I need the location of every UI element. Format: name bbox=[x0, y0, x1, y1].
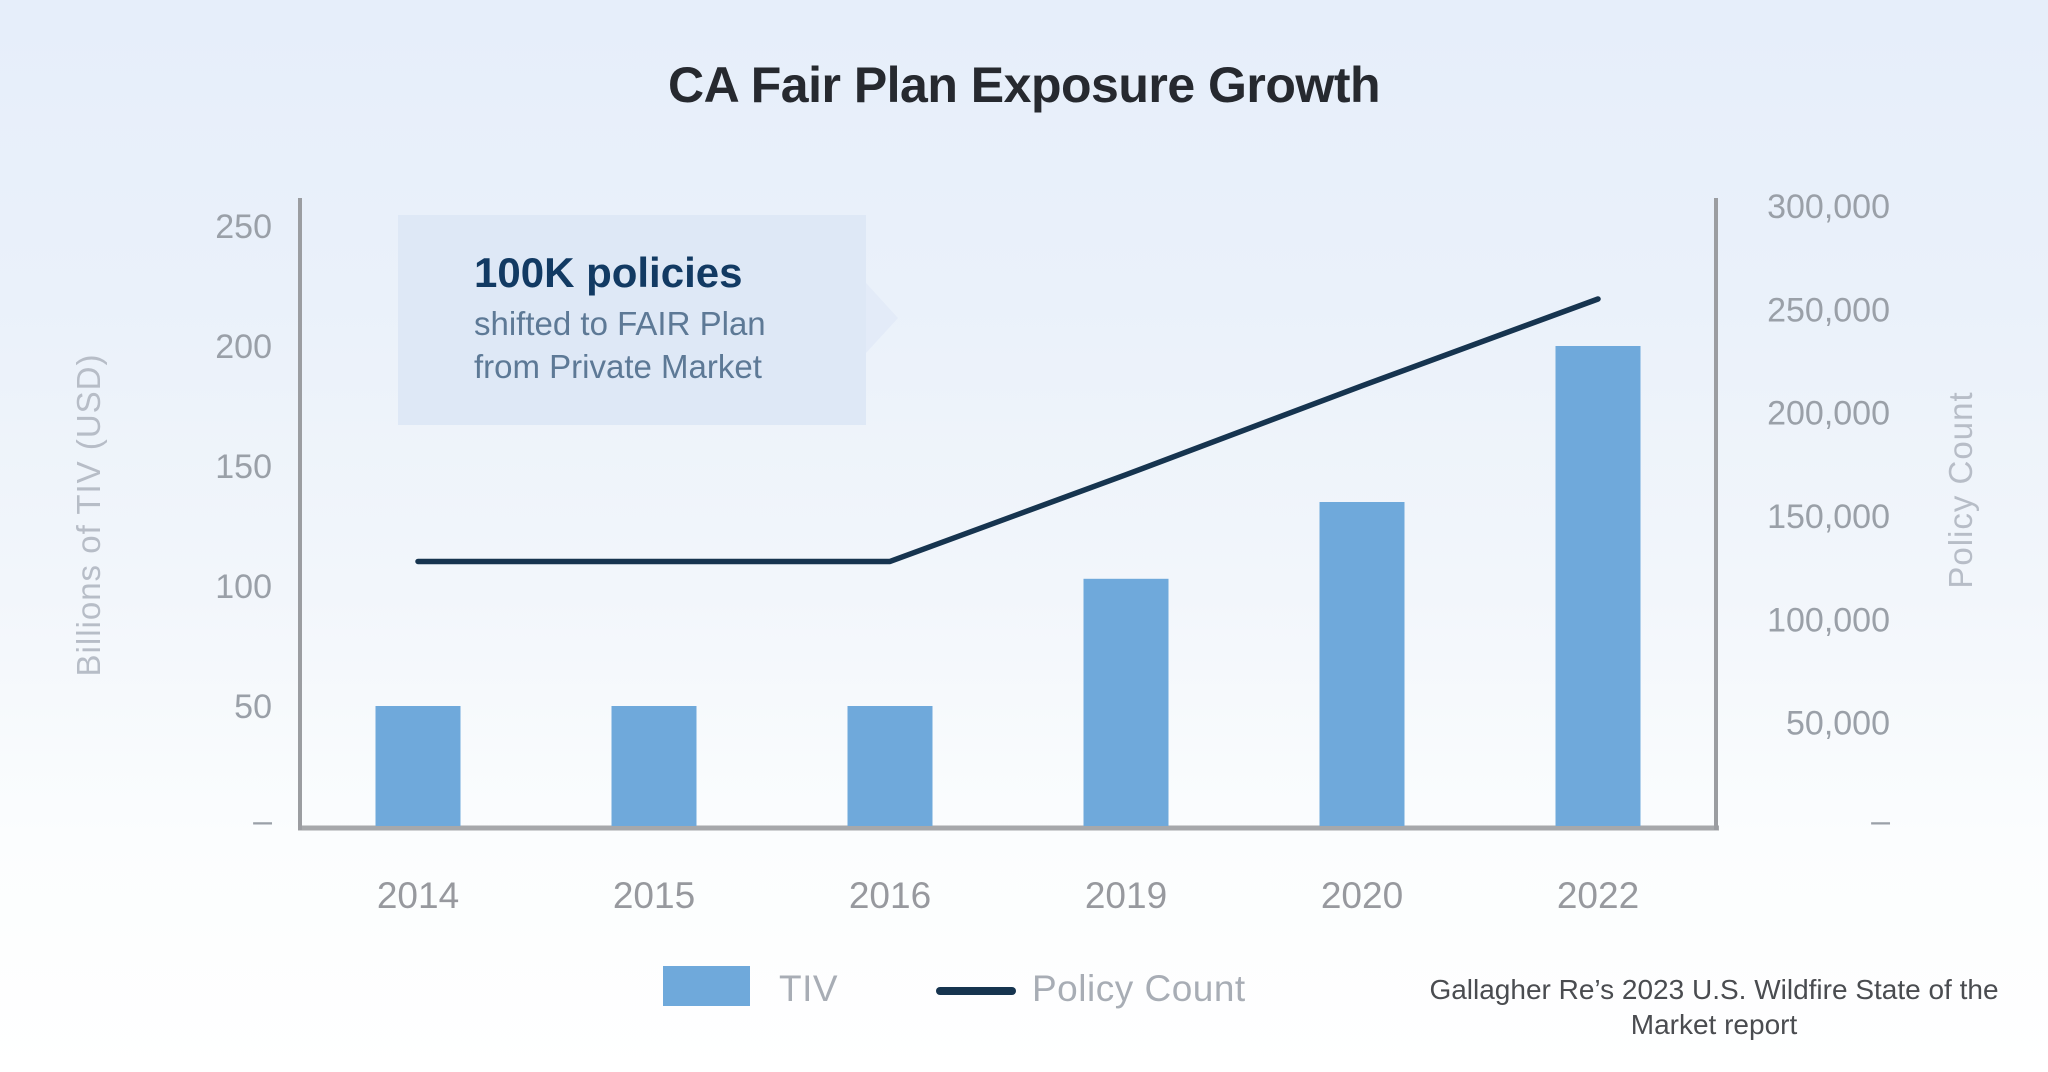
x-axis-label-2015: 2015 bbox=[613, 875, 695, 916]
legend-bar-swatch-icon bbox=[663, 966, 750, 1006]
left-axis-title: Billions of TIV (USD) bbox=[70, 354, 107, 677]
legend-label-policy-count: Policy Count bbox=[1032, 968, 1246, 1009]
bar-2019 bbox=[1083, 578, 1169, 826]
x-axis-label-2014: 2014 bbox=[377, 875, 459, 916]
x-axis-label-2022: 2022 bbox=[1557, 875, 1639, 916]
x-axis-label-2020: 2020 bbox=[1321, 875, 1403, 916]
callout-arrow-icon bbox=[866, 283, 898, 353]
callout-body-line2: from Private Market bbox=[474, 348, 762, 386]
left-axis-tick-50: 50 bbox=[234, 688, 272, 726]
callout-box: 100K policies shifted to FAIR Plan from … bbox=[398, 215, 866, 425]
left-axis-tick-250: 250 bbox=[215, 208, 272, 246]
callout-body-line1: shifted to FAIR Plan bbox=[474, 305, 766, 343]
right-axis-tick-zero: – bbox=[1871, 802, 1890, 840]
left-axis-tick-150: 150 bbox=[215, 448, 272, 486]
left-axis-tick-200: 200 bbox=[215, 328, 272, 366]
left-axis-tick-zero: – bbox=[253, 802, 272, 840]
right-axis-tick-300000: 300,000 bbox=[1767, 188, 1890, 226]
chart-title: CA Fair Plan Exposure Growth bbox=[667, 57, 1381, 113]
right-axis-tick-150000: 150,000 bbox=[1767, 498, 1890, 536]
legend-line-swatch-icon bbox=[936, 987, 1016, 995]
right-axis-title: Policy Count bbox=[1942, 391, 1979, 588]
source-attribution: Gallagher Re’s 2023 U.S. Wildfire State … bbox=[1386, 972, 2042, 1042]
left-axis-tick-100: 100 bbox=[215, 568, 272, 606]
callout-body: shifted to FAIR Plan from Private Market bbox=[474, 303, 866, 389]
callout-headline: 100K policies bbox=[474, 249, 743, 296]
right-axis-tick-250000: 250,000 bbox=[1767, 291, 1890, 329]
bar-2015 bbox=[611, 706, 697, 826]
bar-2020 bbox=[1319, 502, 1405, 826]
x-axis-label-2019: 2019 bbox=[1085, 875, 1167, 916]
right-axis-tick-50000: 50,000 bbox=[1786, 705, 1890, 743]
legend-label-tiv: TIV bbox=[779, 968, 839, 1009]
x-axis-label-2016: 2016 bbox=[849, 875, 931, 916]
right-axis-tick-200000: 200,000 bbox=[1767, 395, 1890, 433]
bar-2014 bbox=[375, 706, 461, 826]
right-axis-tick-100000: 100,000 bbox=[1767, 601, 1890, 639]
policy-count-line bbox=[415, 296, 1601, 565]
source-line2: Market report bbox=[1630, 1009, 1798, 1040]
bar-2022 bbox=[1555, 346, 1641, 826]
source-line1: Gallagher Re’s 2023 U.S. Wildfire State … bbox=[1429, 974, 1999, 1005]
bar-2016 bbox=[847, 706, 933, 826]
